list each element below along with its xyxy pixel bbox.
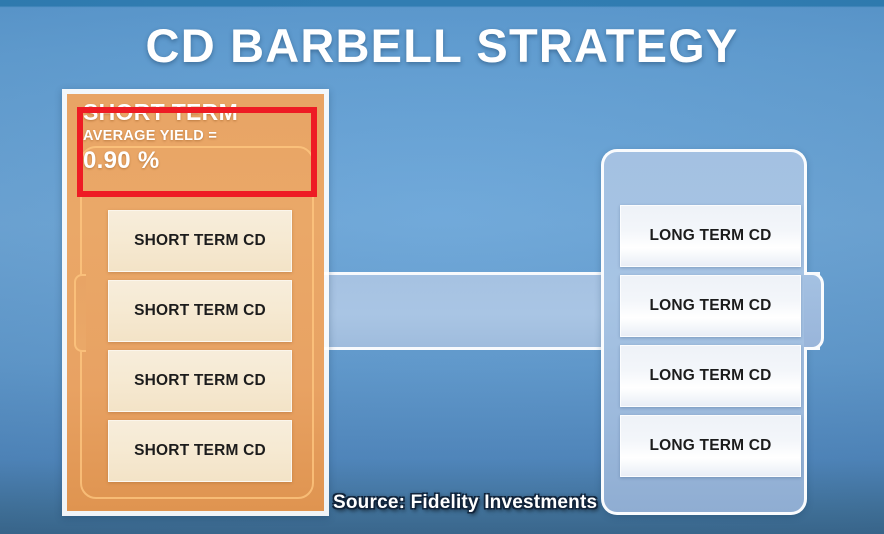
- short-term-cd-item: SHORT TERM CD: [108, 350, 292, 412]
- long-term-cd-list: LONG TERM CD LONG TERM CD LONG TERM CD L…: [620, 205, 801, 477]
- short-term-yield-label: AVERAGE YIELD =: [83, 127, 218, 144]
- long-term-cd-item: LONG TERM CD: [620, 205, 801, 267]
- short-term-yield-value: 0.90 %: [83, 146, 160, 174]
- short-term-cd-item: SHORT TERM CD: [108, 280, 292, 342]
- short-term-cd-item: SHORT TERM CD: [108, 210, 292, 272]
- short-term-connector-notch: [74, 274, 86, 352]
- source-caption: Source: Fidelity Investments: [333, 492, 598, 513]
- long-term-cd-item: LONG TERM CD: [620, 415, 801, 477]
- long-term-cd-item: LONG TERM CD: [620, 345, 801, 407]
- page-title: CD BARBELL STRATEGY: [145, 19, 739, 72]
- short-term-heading: SHORT TERM: [83, 99, 239, 125]
- short-term-panel-body: SHORT TERM AVERAGE YIELD = 0.90 % SHORT …: [67, 94, 324, 511]
- long-term-connector-tab: [804, 272, 824, 350]
- short-term-cd-list: SHORT TERM CD SHORT TERM CD SHORT TERM C…: [108, 210, 292, 482]
- short-term-panel: SHORT TERM AVERAGE YIELD = 0.90 % SHORT …: [62, 89, 329, 516]
- long-term-cd-item: LONG TERM CD: [620, 275, 801, 337]
- short-term-yield-block: SHORT TERM AVERAGE YIELD = 0.90 %: [83, 99, 314, 174]
- short-term-cd-item: SHORT TERM CD: [108, 420, 292, 482]
